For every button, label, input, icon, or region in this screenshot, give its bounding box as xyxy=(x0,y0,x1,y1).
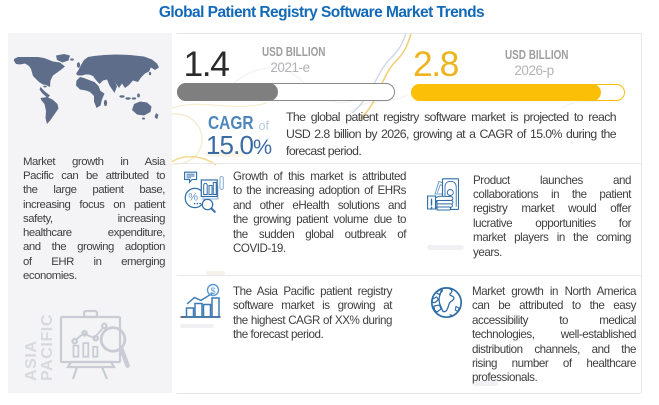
svg-text:%: % xyxy=(188,192,198,204)
svg-text:$: $ xyxy=(211,286,216,296)
